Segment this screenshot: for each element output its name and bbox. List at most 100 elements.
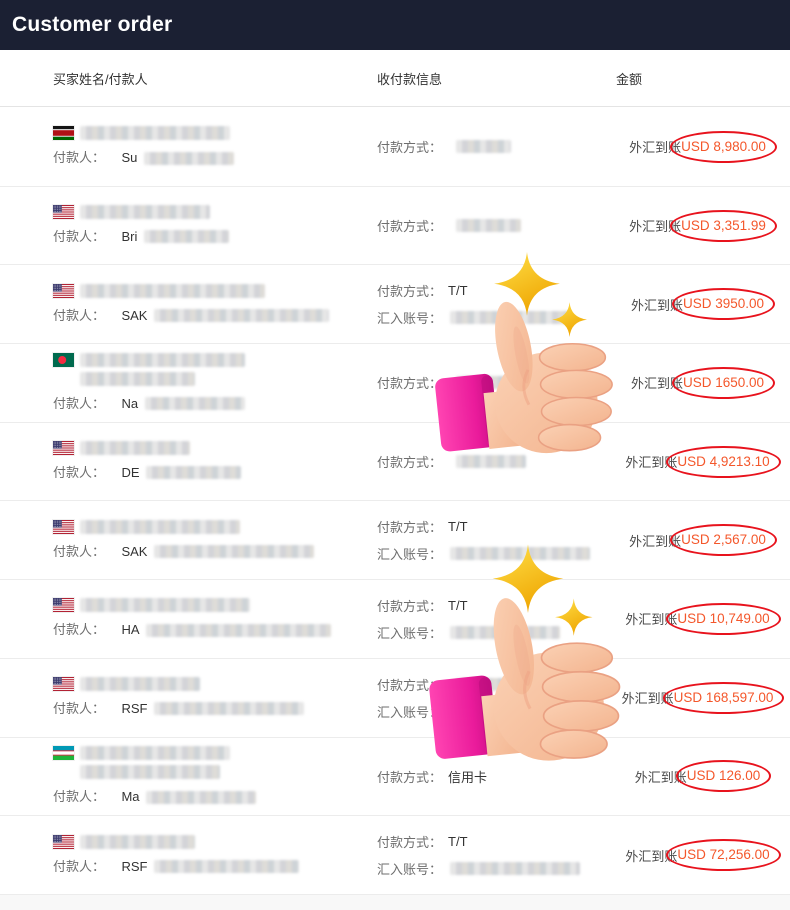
payer-label: 付款人： (53, 307, 106, 323)
redacted-payer-name (153, 702, 304, 716)
payment-method-label: 付款方式： (377, 284, 443, 300)
payer-name-prefix: RSF (121, 858, 148, 874)
payment-cell: 付款方式： T/T 汇入账号： (377, 580, 607, 658)
table-row: 付款人： Bri 付款方式： 外汇到账 USD 3,351.99 (0, 186, 790, 266)
payment-method-label: 付款方式： (377, 219, 443, 235)
redacted-remit-account (450, 311, 571, 325)
amount-cell: 外汇到账 USD 3,351.99 (616, 187, 790, 265)
redacted-payment-method (456, 140, 512, 154)
payment-cell: 付款方式： (377, 423, 607, 501)
payer-name-prefix: HA (121, 622, 140, 638)
payment-cell: 付款方式： T/T 汇入账号： (377, 816, 607, 894)
table-row: 付款人： Ma 付款方式： 信用卡 外汇到账 USD 126.00 (0, 737, 790, 817)
flag-usa-icon (53, 834, 74, 849)
redacted-payer-name (144, 397, 245, 411)
buyer-cell: 付款人： RSF (53, 659, 353, 737)
fx-received-label: 外汇到账 (634, 769, 687, 785)
redacted-buyer-name-line2 (80, 765, 220, 780)
payment-method-value: T/T (448, 597, 468, 613)
amount-cell: 外汇到账 USD 8,980.00 (616, 108, 790, 186)
remit-account-label: 汇入账号： (377, 862, 443, 878)
redacted-buyer-name (80, 441, 190, 456)
amount-highlight-circle: USD 3,351.99 (670, 209, 777, 242)
fx-received-label: 外汇到账 (630, 376, 683, 392)
redacted-remit-account (450, 547, 591, 561)
fx-received-label: 外汇到账 (621, 691, 674, 707)
remit-account-label: 汇入账号： (377, 704, 443, 720)
payment-cell: 付款方式： (377, 108, 607, 186)
order-table-body: 付款人： Su 付款方式： 外汇到账 USD 8,980.00 (0, 108, 790, 895)
payer-name-prefix: Na (121, 395, 139, 411)
amount-highlight-circle: USD 126.00 (675, 760, 772, 793)
redacted-buyer-name (80, 598, 250, 613)
payer-label: 付款人： (53, 229, 106, 245)
amount-highlight-circle: USD 4,9213.10 (666, 445, 781, 478)
redacted-payment-method (456, 455, 527, 469)
payment-cell: 付款方式： 汇入账号： (377, 659, 607, 737)
fx-received-label: 外汇到账 (630, 297, 683, 313)
payer-name-prefix: SAK (121, 543, 148, 559)
payment-method-label: 付款方式： (377, 520, 443, 536)
fx-received-label: 外汇到账 (625, 612, 678, 628)
buyer-cell: 付款人： Su (53, 108, 353, 186)
payer-label: 付款人： (53, 789, 106, 805)
redacted-payment-method (456, 219, 522, 233)
payment-method-value: T/T (448, 283, 468, 299)
footer-strip (0, 895, 790, 910)
app-header: Customer order (0, 0, 790, 50)
amount-highlight-circle: USD 1650.00 (671, 366, 776, 399)
buyer-cell: 付款人： Ma (53, 738, 353, 816)
redacted-payment-method (456, 376, 517, 390)
redacted-payment-method (456, 677, 517, 691)
payment-method-label: 付款方式： (377, 140, 443, 156)
amount-cell: 外汇到账 USD 4,9213.10 (616, 423, 790, 501)
payment-method-label: 付款方式： (377, 769, 443, 785)
redacted-payer-name (153, 859, 299, 873)
payer-label: 付款人： (53, 150, 106, 166)
table-row: 付款人： RSF 付款方式： T/T 汇入账号： 外汇到账 USD 72,256… (0, 816, 790, 895)
flag-usa-icon (53, 441, 74, 456)
payer-name-prefix: DE (121, 465, 140, 481)
table-row: 付款人： Su 付款方式： 外汇到账 USD 8,980.00 (0, 108, 790, 187)
column-header-amount: 金额 (616, 72, 643, 87)
page-title: Customer order (12, 13, 173, 36)
payment-method-value: 信用卡 (448, 769, 488, 785)
redacted-payer-name (145, 466, 241, 480)
table-row: 付款人： DE 付款方式： 外汇到账 USD 4,9213.10 (0, 422, 790, 502)
remit-account-label: 汇入账号： (377, 311, 443, 327)
column-header-payment: 收付款信息 (377, 72, 443, 87)
payment-cell: 付款方式： T/T 汇入账号： (377, 265, 607, 343)
amount-cell: 外汇到账 USD 126.00 (616, 738, 790, 816)
payer-label: 付款人： (53, 465, 106, 481)
amount-value: USD 1650.00 (682, 374, 765, 390)
payment-method-label: 付款方式： (377, 677, 443, 693)
redacted-payer-name (153, 308, 329, 322)
column-header-buyer: 买家姓名/付款人 (53, 72, 148, 87)
amount-value: USD 126.00 (686, 768, 761, 784)
buyer-cell: 付款人： Bri (53, 187, 353, 265)
amount-cell: 外汇到账 USD 3950.00 (616, 265, 790, 343)
payer-name-prefix: Ma (121, 789, 140, 805)
amount-value: USD 10,749.00 (677, 610, 770, 626)
redacted-buyer-name (80, 205, 210, 220)
amount-value: USD 4,9213.10 (677, 453, 770, 469)
payment-cell: 付款方式： (377, 344, 607, 422)
redacted-payer-name (143, 151, 234, 165)
amount-cell: 外汇到账 USD 1650.00 (616, 344, 790, 422)
payment-method-label: 付款方式： (377, 598, 443, 614)
flag-bangladesh-icon (53, 352, 74, 367)
buyer-cell: 付款人： DE (53, 423, 353, 501)
flag-usa-icon (53, 283, 74, 298)
table-row: 付款人： SAK 付款方式： T/T 汇入账号： 外汇到账 USD 3950.0… (0, 265, 790, 345)
amount-highlight-circle: USD 168,597.00 (662, 681, 785, 714)
payer-name-prefix: Su (121, 150, 138, 166)
redacted-remit-account (450, 625, 561, 639)
flag-usa-icon (53, 677, 74, 692)
table-header: 买家姓名/付款人 收付款信息 金额 (0, 50, 790, 107)
flag-usa-icon (53, 598, 74, 613)
buyer-cell: 付款人： RSF (53, 816, 353, 894)
redacted-buyer-name (80, 352, 245, 367)
payment-cell: 付款方式： T/T 汇入账号： (377, 501, 607, 579)
payment-cell: 付款方式： 信用卡 (377, 738, 607, 816)
payer-label: 付款人： (53, 622, 106, 638)
